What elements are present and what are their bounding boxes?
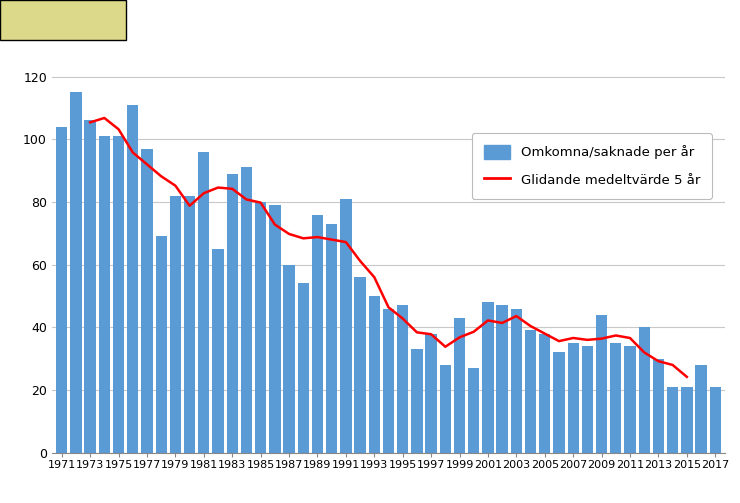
Bar [56,127,67,453]
Bar [169,196,181,453]
Bar [184,196,195,453]
Bar [369,296,380,453]
Bar [70,92,81,453]
Bar [482,302,494,453]
Bar [198,152,209,453]
Bar [297,284,309,453]
Bar [240,167,252,453]
Bar [155,236,167,453]
Bar [454,318,465,453]
Bar [440,365,451,453]
Bar [511,308,522,453]
Bar [269,205,280,453]
Bar [425,333,437,453]
Bar [625,346,636,453]
Legend: Omkomna/saknade per år, Glidande medeltvärde 5 år: Omkomna/saknade per år, Glidande medeltv… [472,133,712,199]
Bar [710,387,721,453]
Bar [582,346,593,453]
Bar [610,343,622,453]
Bar [354,277,366,453]
Bar [667,387,679,453]
Bar [497,305,508,453]
Bar [383,308,394,453]
Bar [98,136,110,453]
Bar [113,136,124,453]
Bar [326,224,337,453]
Bar [312,214,323,453]
Bar [681,387,693,453]
Bar [84,121,96,453]
Bar [468,368,480,453]
Bar [141,149,152,453]
Bar [653,359,664,453]
Bar [226,174,238,453]
Bar [340,199,352,453]
Bar [127,105,138,453]
Bar [539,333,551,453]
Bar [568,343,579,453]
Bar [255,202,266,453]
Bar [411,349,423,453]
Bar [212,249,223,453]
Bar [696,365,707,453]
Bar [596,315,608,453]
Bar [554,353,565,453]
Bar [397,305,408,453]
Bar [283,265,295,453]
Bar [525,330,536,453]
Bar [639,327,650,453]
